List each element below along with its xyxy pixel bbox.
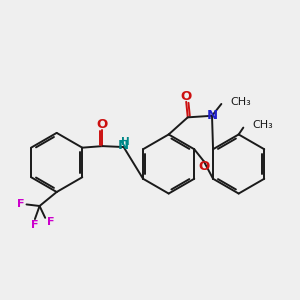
Text: CH₃: CH₃: [253, 120, 273, 130]
Text: O: O: [198, 160, 209, 173]
Text: O: O: [181, 90, 192, 103]
Text: N: N: [118, 139, 129, 152]
Text: F: F: [17, 199, 25, 209]
Text: F: F: [31, 220, 38, 230]
Text: CH₃: CH₃: [230, 97, 251, 107]
Text: O: O: [97, 118, 108, 131]
Text: F: F: [47, 217, 55, 226]
Text: N: N: [207, 109, 218, 122]
Text: H: H: [121, 137, 129, 147]
